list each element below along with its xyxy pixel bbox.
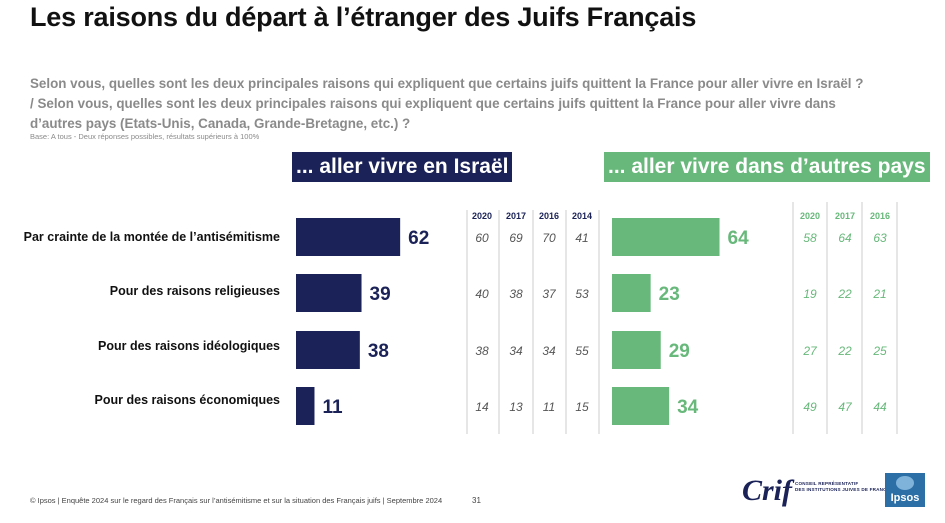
israel-bar-3 (296, 331, 360, 369)
question-text: Selon vous, quelles sont les deux princi… (30, 74, 870, 134)
category-label-2: Pour des raisons religieuses (109, 284, 280, 298)
category-label-3: Pour des raisons idéologiques (98, 339, 280, 353)
question-line-1: Selon vous, quelles sont les deux princi… (30, 76, 864, 91)
history-israel-value-4-2020: 14 (475, 400, 489, 414)
base-note: Base: A tous - Deux réponses possibles, … (30, 132, 260, 141)
history-other-value-1-2020: 58 (803, 231, 817, 245)
history-other-value-1-2017: 64 (838, 231, 852, 245)
crif-logo: Crif (742, 474, 793, 507)
history-other-value-3-2017: 22 (837, 344, 852, 358)
israel-bar-4 (296, 387, 315, 425)
history-israel-value-4-2016: 11 (543, 400, 555, 414)
page-title: Les raisons du départ à l’étranger des J… (30, 2, 697, 32)
history-israel-value-3-2020: 38 (475, 344, 489, 358)
history-israel-year-2016: 2016 (539, 211, 559, 221)
history-israel-value-3-2017: 34 (509, 344, 523, 358)
other-bar-1 (612, 218, 720, 256)
other-bar-value-3: 29 (669, 341, 690, 362)
crif-logo-subtitle: CONSEIL REPRÉSENTATIF DES INSTITUTIONS J… (795, 481, 890, 493)
israel-bar-value-1: 62 (408, 228, 429, 249)
history-israel-value-3-2014: 55 (575, 344, 589, 358)
history-other-year-2016: 2016 (870, 211, 890, 221)
history-israel-year-2017: 2017 (506, 211, 526, 221)
other-bar-value-1: 64 (728, 228, 750, 249)
israel-bar-2 (296, 274, 362, 312)
header-israel: ... aller vivre en Israël (292, 152, 513, 182)
page-number: 31 (472, 496, 481, 505)
history-israel-year-2014: 2014 (572, 211, 592, 221)
category-label-1: Par crainte de la montée de l’antisémiti… (23, 230, 280, 244)
history-other-value-1-2016: 63 (873, 231, 887, 245)
history-israel-value-3-2016: 34 (542, 344, 556, 358)
history-other-value-4-2017: 47 (838, 400, 853, 414)
history-other-year-2020: 2020 (800, 211, 820, 221)
history-other-value-3-2016: 25 (872, 344, 887, 358)
history-other-value-2-2017: 22 (837, 287, 852, 301)
crif-subtitle-line-2: DES INSTITUTIONS JUIVES DE FRANCE (795, 487, 890, 492)
history-israel-year-2020: 2020 (472, 211, 492, 221)
other-bar-3 (612, 331, 661, 369)
history-other-value-3-2020: 27 (802, 344, 818, 358)
history-israel-value-2-2017: 38 (509, 287, 523, 301)
israel-bar-value-2: 39 (370, 284, 391, 305)
header-other-countries: ... aller vivre dans d’autres pays (604, 152, 930, 182)
history-other-value-4-2016: 44 (873, 400, 887, 414)
history-israel-value-1-2014: 41 (575, 231, 588, 245)
footer-source: © Ipsos | Enquête 2024 sur le regard des… (30, 496, 443, 505)
history-other-value-2-2020: 19 (803, 287, 817, 301)
history-israel-value-2-2016: 37 (542, 287, 557, 301)
israel-bar-1 (296, 218, 401, 256)
other-bar-4 (612, 387, 670, 425)
history-other-year-2017: 2017 (835, 211, 855, 221)
history-israel-value-4-2014: 15 (575, 400, 589, 414)
other-bar-value-4: 34 (677, 397, 699, 418)
history-other-value-4-2020: 49 (803, 400, 817, 414)
history-israel-value-4-2017: 13 (509, 400, 523, 414)
other-bar-2 (612, 274, 651, 312)
israel-bar-value-3: 38 (368, 341, 389, 362)
crif-subtitle-line-1: CONSEIL REPRÉSENTATIF (795, 481, 859, 486)
history-other-value-2-2016: 21 (872, 287, 886, 301)
ipsos-logo-mark (896, 476, 914, 490)
history-israel-value-1-2017: 69 (509, 231, 523, 245)
other-bar-value-2: 23 (659, 284, 680, 305)
history-israel-value-1-2016: 70 (542, 231, 556, 245)
history-israel-value-2-2020: 40 (475, 287, 489, 301)
question-line-3: d’autres pays (Etats-Unis, Canada, Grand… (30, 116, 411, 131)
history-israel-value-1-2020: 60 (475, 231, 489, 245)
history-israel-value-2-2014: 53 (575, 287, 589, 301)
category-label-4: Pour des raisons économiques (94, 393, 280, 407)
question-line-2: / Selon vous, quelles sont les deux prin… (30, 96, 836, 111)
israel-bar-value-4: 11 (322, 397, 343, 418)
